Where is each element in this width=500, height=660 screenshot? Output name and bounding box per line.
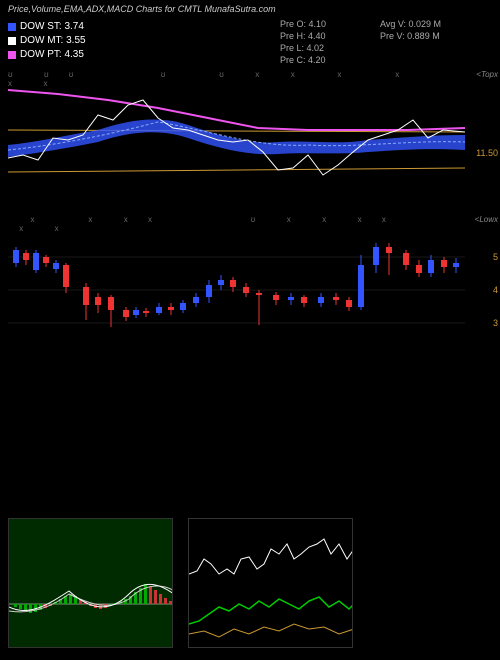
stat-item: Pre V: 0.889 M: [380, 30, 441, 42]
price-chart: [8, 80, 465, 210]
stat-item: Pre C: 4.20: [280, 54, 326, 66]
legend-item: DOW MT: 3.55: [8, 34, 86, 48]
price-axis-label: 11.50: [476, 148, 498, 158]
stat-item: Pre L: 4.02: [280, 42, 326, 54]
candle-axis-label: 3: [493, 318, 498, 328]
legend-text: DOW PT: 4.35: [20, 48, 84, 62]
macd-chart: MACD: ( 12,26,9 ) 3.91, 3.65, 0.26: [8, 518, 173, 648]
stats-ohlc: Pre O: 4.10Pre H: 4.40Pre L: 4.02Pre C: …: [280, 18, 326, 66]
legend-color-box: [8, 51, 16, 59]
stat-item: Pre H: 4.40: [280, 30, 326, 42]
legend-item: DOW PT: 4.35: [8, 48, 86, 62]
legend-item: DOW ST: 3.74: [8, 20, 86, 34]
stats-volume: Avg V: 0.029 MPre V: 0.889 M: [380, 18, 441, 42]
low-marker-label: <Lowx: [475, 215, 498, 224]
legend-container: DOW ST: 3.74DOW MT: 3.55DOW PT: 4.35: [8, 20, 86, 62]
marker-row-top: ʊ ʊ ʊ ʊ ʊ x x x x x x: [8, 70, 465, 80]
legend-color-box: [8, 37, 16, 45]
adx-chart: ADX: ( 14 day) 34, +32, -16: [188, 518, 353, 648]
legend-text: DOW ST: 3.74: [20, 20, 84, 34]
indicators-row: MACD: ( 12,26,9 ) 3.91, 3.65, 0.26 ADX: …: [8, 518, 353, 648]
candlestick-chart: [8, 225, 465, 355]
page-title: Price,Volume,EMA,ADX,MACD Charts for CMT…: [8, 4, 276, 14]
marker-row-low: x x x x ʊ x x x x x x: [8, 215, 465, 225]
candle-axis-label: 5: [493, 252, 498, 262]
legend-color-box: [8, 23, 16, 31]
legend-text: DOW MT: 3.55: [20, 34, 86, 48]
top-marker-label: <Topx: [476, 70, 498, 79]
stat-item: Pre O: 4.10: [280, 18, 326, 30]
stat-item: Avg V: 0.029 M: [380, 18, 441, 30]
candle-axis-label: 4: [493, 285, 498, 295]
